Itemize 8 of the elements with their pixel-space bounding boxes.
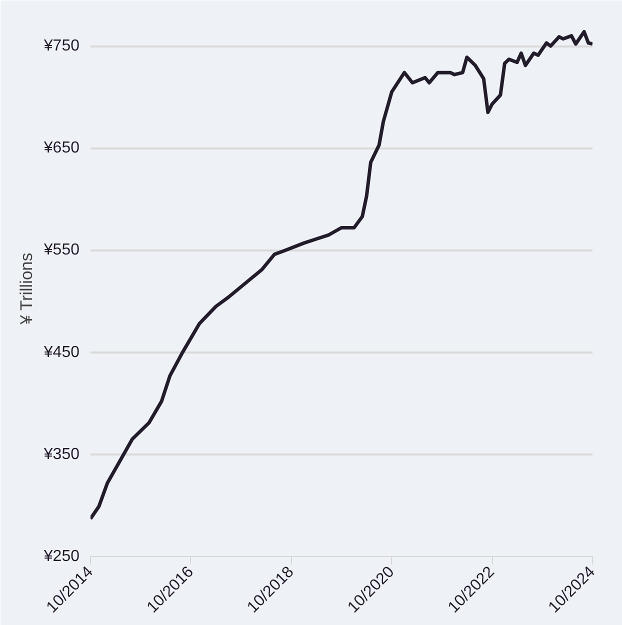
- y-tick-label: ¥550: [42, 242, 80, 259]
- y-tick-label: ¥250: [42, 548, 80, 565]
- line-series: [90, 30, 592, 520]
- y-tick-label: ¥750: [42, 38, 80, 55]
- y-tick-label: ¥450: [42, 344, 80, 361]
- y-tick-label: ¥350: [42, 446, 80, 463]
- y-axis-title: ¥ Trillions: [16, 252, 36, 326]
- y-tick-label: ¥650: [42, 140, 80, 157]
